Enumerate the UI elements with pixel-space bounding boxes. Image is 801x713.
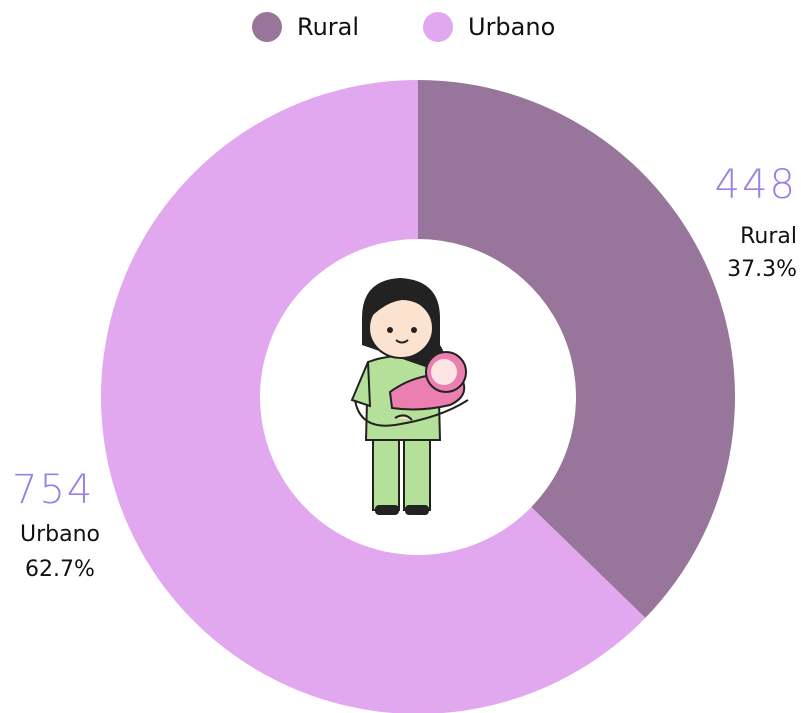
slice <box>418 80 735 618</box>
legend-label: Urbano <box>468 13 555 41</box>
category-label: Rural <box>740 224 797 249</box>
percent-label: 62.7% <box>25 557 95 582</box>
percent-label: 37.3% <box>727 257 797 282</box>
value-label: 448 <box>715 162 797 208</box>
legend-label: Rural <box>297 13 359 41</box>
legend-swatch <box>252 12 282 42</box>
nurse-illustration <box>352 278 468 515</box>
category-label: Urbano <box>20 522 100 547</box>
legend-swatch <box>423 12 453 42</box>
chart: 448 Rural 37.3% 754 Urbano 62.7% Rural Urbano <box>0 0 801 713</box>
value-label: 754 <box>12 467 94 513</box>
